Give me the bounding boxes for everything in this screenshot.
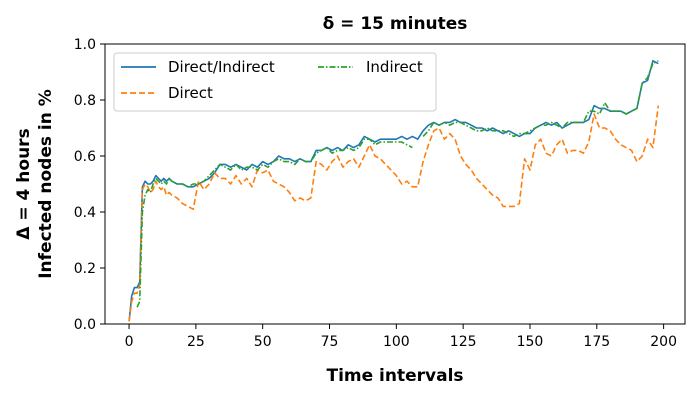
y-axis-label-line-2: Infected nodes in % [36,89,56,279]
y-axis-label-line-1: Δ = 4 hours [14,128,34,239]
legend: Direct/Indirect Direct Indirect [113,52,437,112]
y-tick-label: 0.2 [74,261,96,277]
plot-frame [104,43,686,325]
x-tick-label: 125 [450,334,477,350]
x-tick-label: 0 [125,334,134,350]
y-tick-label: 0.6 [74,149,96,165]
series-line-direct [128,105,660,322]
x-tick-label: 150 [517,334,544,350]
x-tick-label: 75 [321,334,339,350]
x-tick-label: 100 [383,334,410,350]
legend-label-direct-indirect: Direct/Indirect [168,58,275,76]
x-tick-label: 200 [650,334,677,350]
y-tick-label: 0.8 [74,93,96,109]
series-lines [128,59,660,322]
legend-label-direct: Direct [168,84,213,102]
y-tick-label: 1.0 [74,37,96,53]
legend-label-indirect: Indirect [366,58,423,76]
chart-title: δ = 15 minutes [323,14,468,34]
x-axis-label: Time intervals [326,366,463,386]
y-axis-label: Δ = 4 hours Infected nodes in % [14,89,56,279]
x-tick-label: 175 [583,334,610,350]
x-tick-label: 50 [254,334,272,350]
x-tick-label: 25 [187,334,205,350]
series-line-indirect [422,60,659,138]
axis-ticks: 0 25 50 75 100 125 150 175 200 0.0 0.2 0.4 0.6 0.8 1.0 [74,37,677,350]
series-line-indirect [136,138,413,308]
y-tick-label: 0.4 [74,205,96,221]
y-tick-label: 0.0 [74,317,96,333]
legend-box [113,52,437,112]
